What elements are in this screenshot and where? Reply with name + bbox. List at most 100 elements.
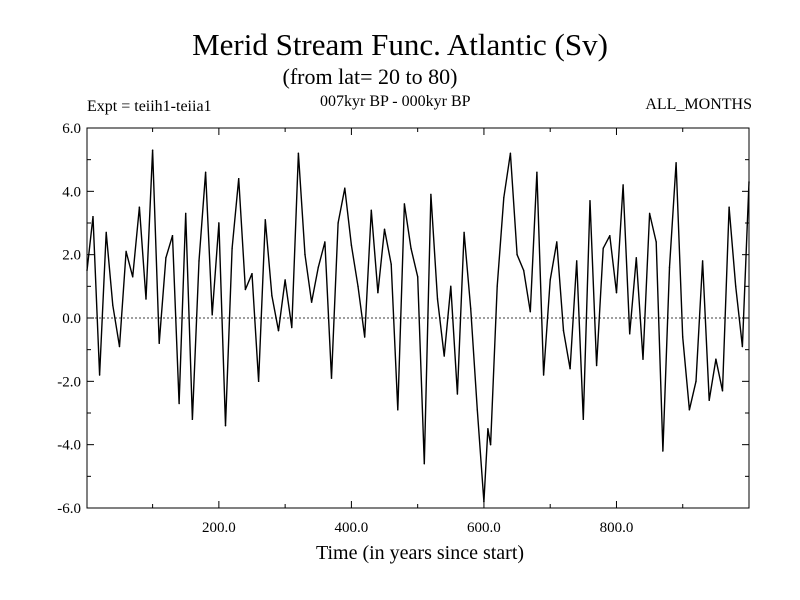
data-point [92,215,94,218]
data-point [562,329,565,332]
data-point [728,206,730,208]
data-point [165,257,167,259]
data-point [171,234,174,237]
data-point [317,266,319,269]
y-tick-label: 2.0 [62,248,81,264]
data-point [397,409,399,411]
data-point [324,241,326,243]
data-point [264,219,266,221]
data-point [132,276,134,278]
data-point [204,171,207,174]
data-point [390,263,392,265]
data-point [125,250,127,253]
data-point [463,231,465,234]
x-tick-label: 400.0 [335,520,369,536]
chart-subtitle: (from lat= 20 to 80) [282,64,458,89]
series-line [86,149,750,503]
data-point [291,326,293,329]
data-point [310,301,313,303]
data-point [383,228,386,231]
x-tick-label: 600.0 [467,520,501,536]
data-point [476,409,479,411]
data-point [105,231,107,234]
y-tick-label: -6.0 [57,501,81,517]
data-point [582,418,585,421]
data-point [675,162,677,164]
data-point [529,310,532,313]
data-point [629,333,631,335]
data-point [191,418,194,421]
data-point [277,329,280,332]
data-point [151,149,154,151]
data-point [304,253,306,256]
data-point [542,374,545,376]
data-point [635,257,638,259]
data-point [615,291,618,294]
data-point [741,345,744,348]
y-tick-label: -4.0 [57,438,81,454]
y-tick-label: 6.0 [62,121,81,137]
data-point [403,203,406,205]
data-point [271,295,273,297]
data-point [489,443,492,446]
data-point [158,342,160,345]
data-point [231,247,233,250]
data-point [516,253,518,256]
data-point [118,345,121,348]
data-point [682,336,684,338]
plot-area: 6.0 4.0 2.0 0.0 -2.0 -4.0 -6.0 200.0 400.0 600.0 8… [57,121,750,536]
x-tick-label: 800.0 [600,520,634,536]
data-point [98,374,101,376]
data-point [662,450,664,452]
data-point [145,298,147,300]
data-point [655,241,657,243]
data-point [112,304,114,307]
data-point [602,247,604,250]
data-point [244,288,247,291]
data-point [456,393,459,395]
data-point [622,184,624,186]
data-point [469,307,472,310]
data-point [708,399,710,402]
data-point [416,276,419,278]
data-point [688,409,691,411]
data-point [185,212,187,215]
data-point [549,279,551,281]
data-point [536,171,538,174]
data-point [436,298,439,300]
data-point [337,222,339,224]
data-point [198,260,200,262]
data-point [569,367,571,370]
data-point [357,285,359,288]
data-point [330,377,333,379]
data-point [370,209,372,212]
data-point [344,187,346,189]
data-point [138,206,141,208]
chart-title: Merid Stream Func. Atlantic (Sv) [192,27,608,62]
x-axis-title: Time (in years since start) [316,542,524,564]
data-point [423,462,425,465]
data-point [509,152,512,155]
data-point [224,424,227,427]
data-point [648,212,651,215]
data-point [589,200,591,202]
plot-frame [86,127,750,509]
data-point [595,364,598,367]
period-label: 007kyr BP - 000kyr BP [320,93,471,110]
data-point [522,269,525,272]
data-point [483,500,485,503]
data-point [218,222,220,224]
data-point [238,177,240,180]
data-point [297,152,300,155]
data-point [748,181,750,183]
data-point [257,380,260,383]
data-point [178,402,180,405]
data-point [450,285,452,288]
data-point [86,269,88,272]
data-point [701,260,704,262]
data-point [642,358,644,360]
y-tick-label: 0.0 [62,311,81,327]
data-point [363,336,366,338]
months-label: ALL_MONTHS [645,96,752,113]
